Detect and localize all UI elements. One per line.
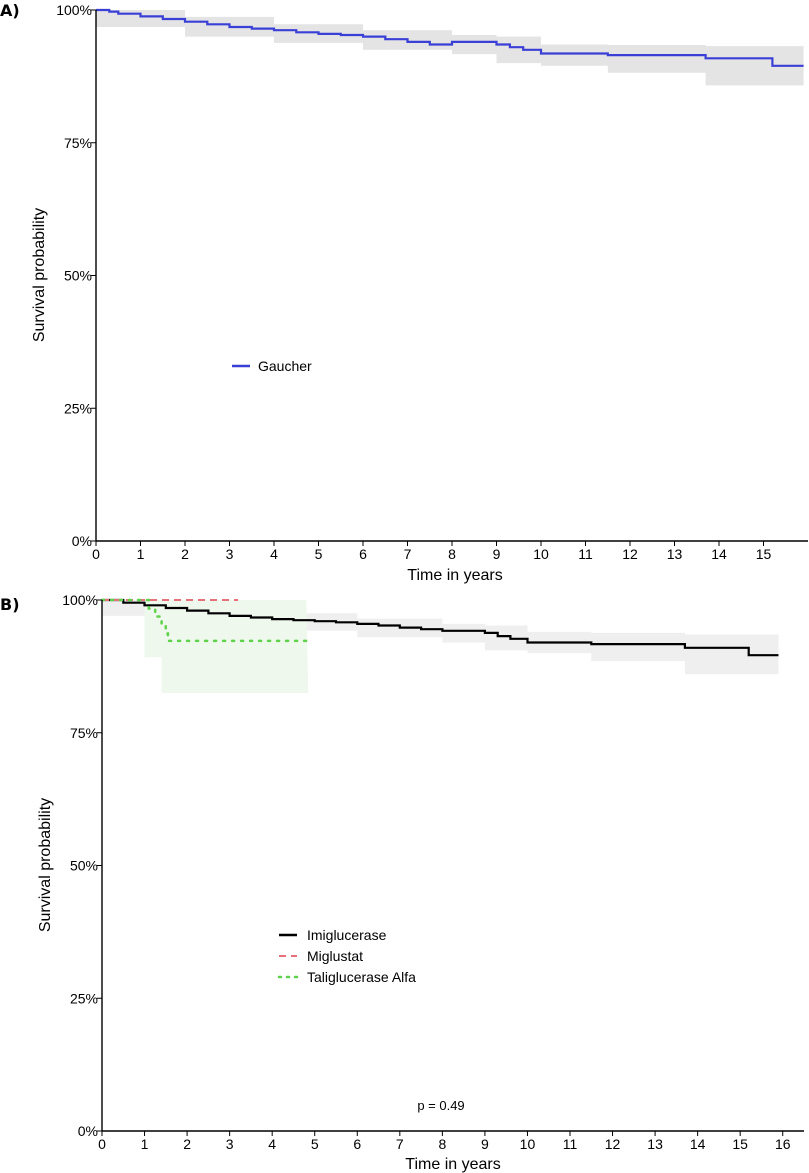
panel-b-x-tick-label: 13 <box>647 1136 663 1152</box>
legend-label-taliglucerase-alfa: Taliglucerase Alfa <box>307 969 416 985</box>
legend-label-imiglucerase: Imiglucerase <box>307 927 387 943</box>
panel-a-x-tick-label: 3 <box>226 546 234 562</box>
panel-b-y-tick-label: 0% <box>78 1123 98 1139</box>
panel-a-x-tick-label: 9 <box>493 546 501 562</box>
panel-b-label: B) <box>0 595 20 614</box>
panel-b-ci-bands <box>102 600 779 693</box>
panel-a-x-axis-title: Time in years <box>407 567 502 584</box>
panel-b-x-tick-label: 12 <box>605 1136 621 1152</box>
panel-a-x-tick-label: 11 <box>578 546 593 562</box>
panel-b-y-tick-label: 25% <box>70 990 98 1006</box>
panel-a-x-tick-label: 13 <box>667 546 683 562</box>
panel-a-x-tick-label: 15 <box>756 546 772 562</box>
panel-b-x-tick-label: 15 <box>732 1136 748 1152</box>
panel-a-label: A) <box>0 1 20 20</box>
panel-a-x-tick-label: 6 <box>359 546 367 562</box>
panel-a-y-tick-label: 100% <box>56 2 92 18</box>
panel-a-legend: Gaucher <box>232 358 312 374</box>
panel-b-x-tick-label: 1 <box>141 1136 149 1152</box>
panel-a-y-tick-label: 25% <box>64 400 92 416</box>
panel-b-x-tick-label: 5 <box>311 1136 319 1152</box>
panel-a-x-tick-label: 0 <box>92 546 100 562</box>
panel-b-x-tick-label: 10 <box>520 1136 536 1152</box>
panel-b-y-tick-label: 100% <box>62 592 98 608</box>
legend-label-gaucher: Gaucher <box>258 358 312 374</box>
panel-a-axes: 0 1 2 3 4 5 6 7 8 9 10 11 12 13 14 150%25%50%75%100% <box>56 2 808 562</box>
panel-b-curves <box>100 598 779 657</box>
panel-a-x-tick-label: 1 <box>137 546 145 562</box>
panel-b-x-tick-label: 4 <box>268 1136 276 1152</box>
panel-b-x-tick-label: 3 <box>226 1136 234 1152</box>
panel-b-x-tick-label: 8 <box>438 1136 446 1152</box>
panel-b-y-tick-label: 75% <box>70 725 98 741</box>
panel-a-x-tick-label: 5 <box>315 546 323 562</box>
panel-a-curve-0 <box>96 8 804 67</box>
panel-b-survival-chart: B) 0 1 2 3 4 5 6 7 8 9 10 11 12 13 14 15 160%25%50%75%10… <box>0 592 804 1173</box>
panel-a-x-tick-label: 7 <box>404 546 412 562</box>
panel-a-survival-chart: A) 0 1 2 3 4 5 6 7 8 9 10 11 12 13 14 150%25%50%75%100%… <box>0 1 808 584</box>
panel-b-axes: 0 1 2 3 4 5 6 7 8 9 10 11 12 13 14 15 160%25%50%75%100% <box>62 592 804 1152</box>
panel-a-x-tick-label: 8 <box>448 546 456 562</box>
panel-b-y-tick-label: 50% <box>70 858 98 874</box>
panel-a-y-tick-label: 75% <box>64 135 92 151</box>
panel-a-y-axis-title: Survival probability <box>31 208 48 342</box>
panel-a-x-tick-label: 2 <box>181 546 189 562</box>
panel-b-x-tick-label: 7 <box>396 1136 404 1152</box>
panel-b-x-tick-label: 16 <box>775 1136 791 1152</box>
panel-a-y-tick-label: 50% <box>64 268 92 284</box>
panel-b-x-tick-label: 0 <box>98 1136 106 1152</box>
p-value-annotation: p = 0.49 <box>417 1098 464 1113</box>
panel-b-ci-band-2 <box>144 600 309 693</box>
panel-b-legend: Imiglucerase Miglustat Taliglucerase Alf… <box>277 927 416 985</box>
panel-b-x-tick-label: 6 <box>353 1136 361 1152</box>
panel-b-x-tick-label: 14 <box>690 1136 706 1152</box>
panel-b-curve-2 <box>100 598 308 643</box>
panel-b-x-tick-label: 2 <box>183 1136 191 1152</box>
panel-b-curve-0 <box>102 598 779 657</box>
panel-a-y-tick-label: 0% <box>72 533 92 549</box>
panel-b-x-axis-title: Time in years <box>405 1156 500 1173</box>
panel-a-x-tick-label: 4 <box>270 546 278 562</box>
panel-a-x-tick-label: 10 <box>533 546 549 562</box>
panel-a-x-tick-label: 12 <box>622 546 638 562</box>
panel-a-x-tick-label: 14 <box>711 546 727 562</box>
panel-b-x-tick-label: 11 <box>563 1136 578 1152</box>
panel-b-y-axis-title: Survival probability <box>37 798 54 932</box>
legend-label-miglustat: Miglustat <box>307 948 363 964</box>
panel-a-curves <box>96 8 804 67</box>
panel-b-x-tick-label: 9 <box>481 1136 489 1152</box>
